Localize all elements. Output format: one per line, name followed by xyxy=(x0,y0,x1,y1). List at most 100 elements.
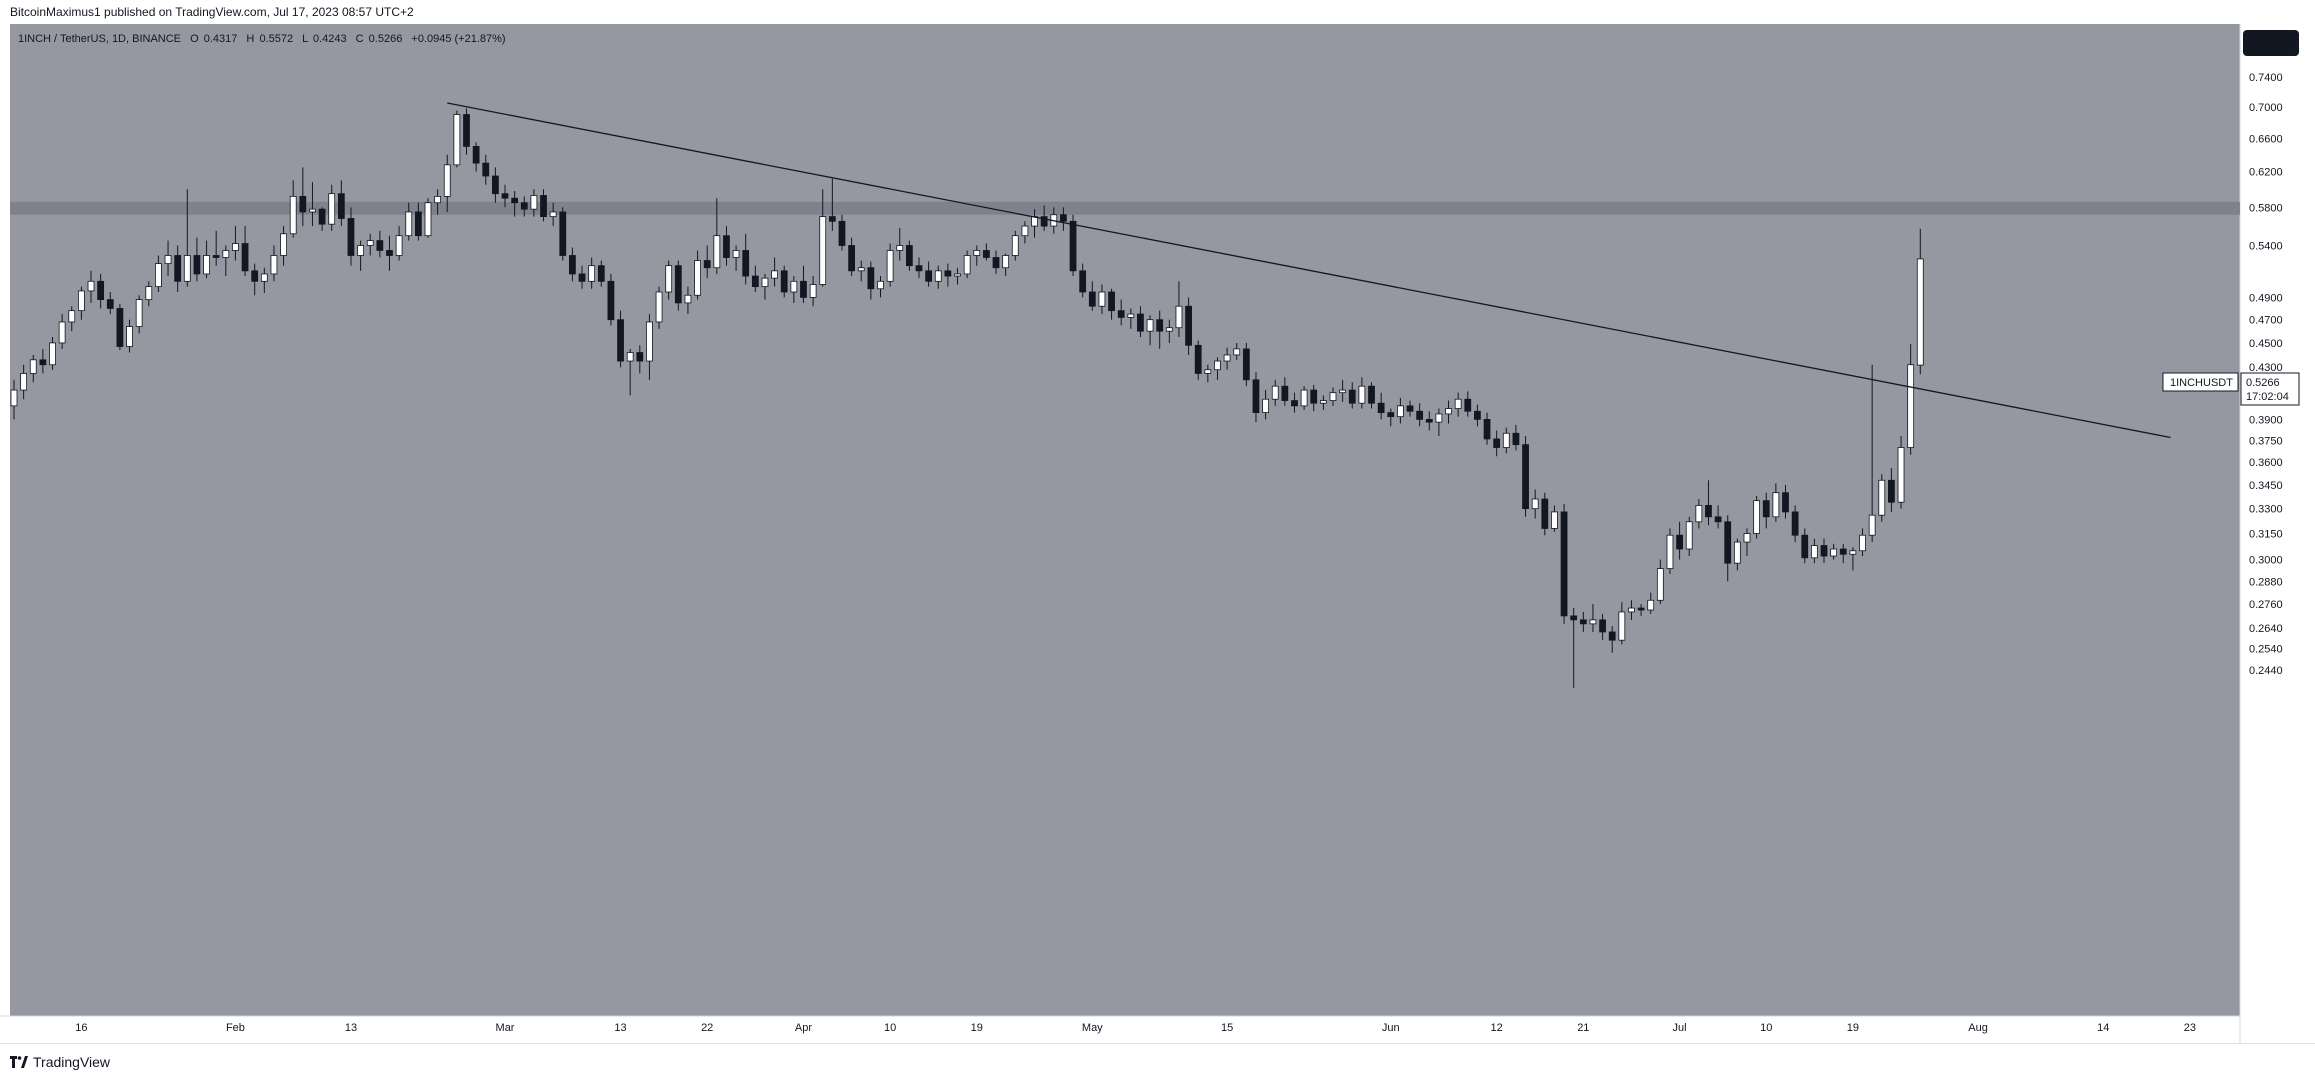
candle xyxy=(1599,613,1606,641)
candle xyxy=(896,227,904,261)
candle-body xyxy=(963,255,971,275)
candle xyxy=(617,310,624,368)
candle-body xyxy=(280,233,287,256)
candle-body xyxy=(318,208,326,225)
candle-body xyxy=(212,255,220,258)
candle xyxy=(1137,306,1144,338)
legend-close-label: C xyxy=(356,33,364,45)
candle xyxy=(954,267,961,285)
candle xyxy=(1310,384,1318,412)
price-scale-button[interactable] xyxy=(2243,30,2299,56)
candle-body xyxy=(106,299,114,309)
candle xyxy=(983,243,990,261)
candle-body xyxy=(183,255,191,282)
candle xyxy=(1348,382,1356,409)
x-tick-label: 19 xyxy=(1847,1022,1859,1034)
candle xyxy=(877,276,884,298)
candle xyxy=(1695,499,1703,529)
candle-body xyxy=(1541,498,1549,529)
candle-body xyxy=(241,243,249,272)
candle-body xyxy=(511,197,519,204)
bar-countdown: 17:02:04 xyxy=(2246,391,2289,403)
footer: TradingView xyxy=(0,1043,2315,1080)
candle-body xyxy=(867,267,875,290)
x-tick-label: 21 xyxy=(1577,1022,1589,1034)
candle xyxy=(511,190,519,217)
candle-body xyxy=(1878,479,1886,516)
candle xyxy=(145,281,153,307)
candle-body xyxy=(1522,444,1529,510)
candle-body xyxy=(1907,364,1915,448)
candle xyxy=(424,198,432,238)
candle-body xyxy=(1300,389,1308,407)
candle xyxy=(655,286,663,329)
candle-body xyxy=(1579,619,1587,625)
candle-body xyxy=(1060,214,1067,222)
time-axis-background xyxy=(0,1016,2240,1043)
candle xyxy=(1165,319,1173,343)
candle-body xyxy=(116,308,124,347)
candle xyxy=(1098,284,1106,315)
candle-body xyxy=(1079,270,1087,293)
y-tick-label: 0.2640 xyxy=(2249,623,2283,635)
candle-body xyxy=(771,270,778,279)
candle xyxy=(1531,489,1539,519)
candle xyxy=(597,260,605,287)
candle xyxy=(472,142,480,172)
candle-body xyxy=(713,235,721,269)
candle-body xyxy=(1695,505,1703,523)
candle-body xyxy=(1252,379,1260,413)
candle xyxy=(1185,297,1192,355)
candle-body xyxy=(1156,319,1164,332)
candle-body xyxy=(395,235,403,256)
candle xyxy=(1868,364,1876,543)
candle xyxy=(520,196,528,217)
candle-body xyxy=(578,273,586,282)
y-tick-label: 0.3900 xyxy=(2249,414,2283,426)
y-tick-label: 0.4700 xyxy=(2249,315,2283,327)
candle xyxy=(443,154,451,212)
candle-body xyxy=(1849,550,1857,555)
candle-body xyxy=(1223,354,1231,362)
candle xyxy=(549,202,557,227)
y-tick-label: 0.6600 xyxy=(2249,133,2283,145)
candle-body xyxy=(607,280,615,321)
candle-body xyxy=(20,373,28,391)
candle-body xyxy=(626,352,634,362)
y-tick-label: 0.6200 xyxy=(2249,167,2283,179)
tradingview-logo[interactable]: TradingView xyxy=(10,1054,110,1070)
x-tick-label: 22 xyxy=(701,1022,713,1034)
candle-body xyxy=(1782,492,1789,513)
candle xyxy=(607,273,615,326)
candle xyxy=(1570,608,1578,688)
candle xyxy=(1262,390,1269,420)
chart-area[interactable]: 0.78000.74000.70000.66000.62000.58000.54… xyxy=(0,24,2315,1043)
candle xyxy=(309,182,316,227)
candle-body xyxy=(732,250,740,258)
tradingview-logo-icon xyxy=(10,1056,28,1068)
candle-body xyxy=(1146,319,1154,332)
candle xyxy=(193,237,201,282)
candle-body xyxy=(1435,413,1443,423)
candle-body xyxy=(1127,313,1135,318)
candle-body xyxy=(857,267,865,272)
symbol-price-tag: 1INCHUSDT 0.5266 17:02:04 xyxy=(2162,372,2300,406)
plot-background xyxy=(10,24,2240,1016)
candle xyxy=(1406,400,1414,417)
candle xyxy=(684,286,692,315)
candle xyxy=(106,291,114,315)
candle-body xyxy=(1358,385,1366,404)
candle xyxy=(1676,521,1683,560)
candle-body xyxy=(1214,360,1221,371)
legend-change: +0.0945 (+21.87%) xyxy=(411,33,505,45)
candlestick-chart[interactable]: 0.78000.74000.70000.66000.62000.58000.54… xyxy=(0,24,2315,1043)
candle-body xyxy=(549,211,557,218)
candle-body xyxy=(1339,389,1347,394)
candle-body xyxy=(164,255,172,265)
candle xyxy=(270,245,278,282)
candle-body xyxy=(838,220,846,246)
candle-body xyxy=(49,342,56,366)
candle-body xyxy=(896,245,904,251)
y-tick-label: 0.7400 xyxy=(2249,72,2283,84)
candle xyxy=(357,240,364,271)
